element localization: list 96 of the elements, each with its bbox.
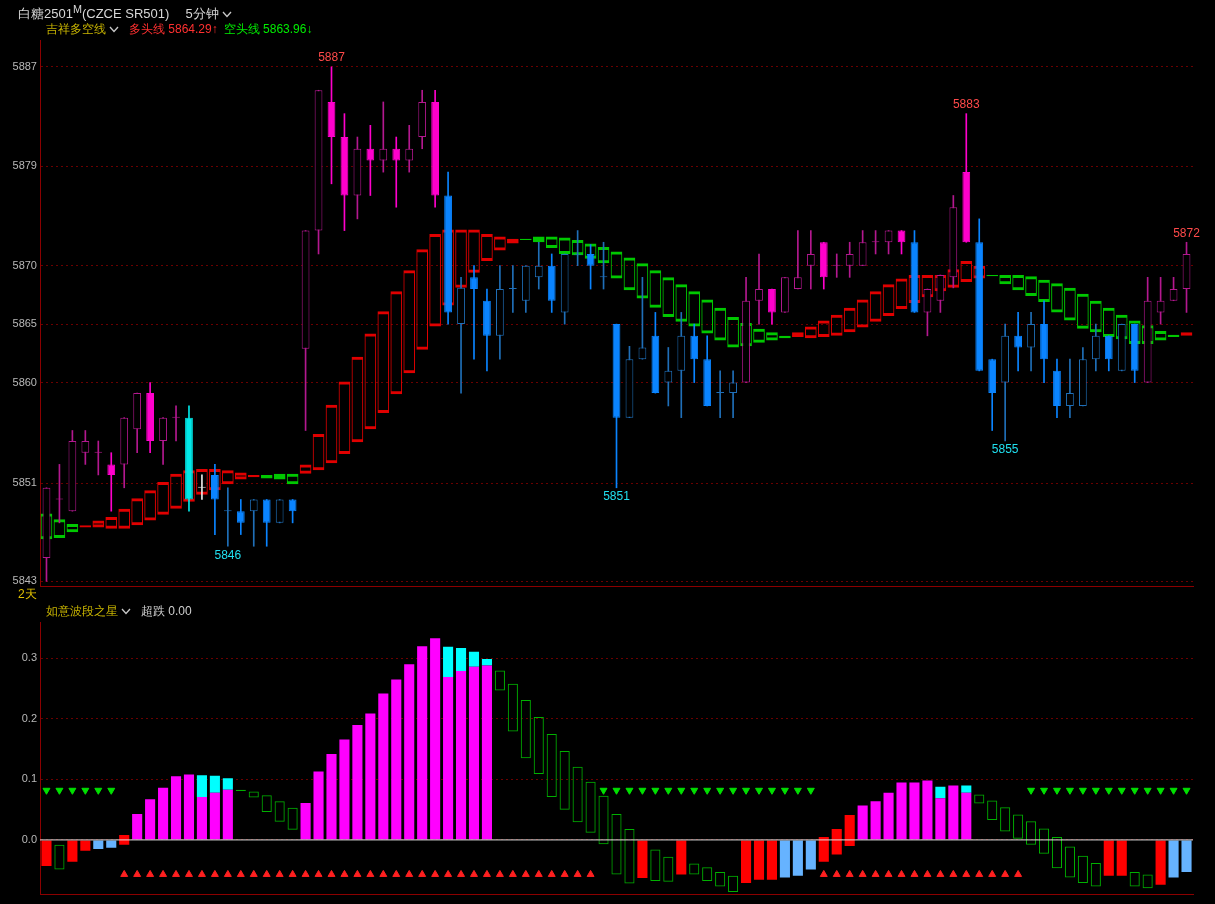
bar: [209, 792, 220, 840]
bar: [391, 679, 402, 840]
candlestick: [379, 101, 388, 173]
bar: [132, 813, 143, 840]
bar: [468, 651, 480, 667]
bar: [870, 801, 881, 840]
bar: [222, 789, 233, 840]
bar: [443, 646, 454, 678]
bar: [417, 646, 428, 840]
bar: [222, 778, 233, 790]
bar: [170, 776, 182, 840]
candlestick: [806, 230, 815, 290]
bar: [339, 739, 350, 840]
y-tick-label: 5865: [12, 317, 37, 330]
bar: [935, 786, 946, 799]
bar: [637, 840, 648, 879]
bar: [326, 753, 337, 840]
candlestick: [1066, 358, 1074, 418]
bar: [365, 713, 376, 840]
bar: [468, 666, 480, 840]
y-tick-label: 0.1: [21, 772, 37, 785]
bar: [1116, 840, 1127, 876]
bar: [300, 803, 311, 840]
text: 2天: [18, 586, 37, 603]
candlestick: [392, 136, 401, 208]
bar: [378, 693, 389, 840]
bar: [352, 724, 363, 840]
y-tick-label: 5860: [12, 375, 37, 388]
text: 5851: [603, 489, 630, 504]
text: 5887: [318, 50, 345, 65]
bar: [909, 782, 920, 840]
candlestick: [1014, 312, 1022, 372]
candlestick: [107, 452, 116, 512]
bar: [196, 775, 207, 797]
candlestick: [664, 347, 673, 407]
text: 超跌 0.00: [141, 604, 192, 618]
bar: [80, 840, 91, 851]
text: 空头线 5863.96↓: [223, 22, 313, 36]
bar: [805, 840, 816, 870]
bar: [961, 785, 972, 793]
bar: [792, 840, 803, 876]
bar: [196, 796, 207, 840]
bar: [766, 840, 778, 880]
bar: [844, 815, 855, 846]
candlestick: [729, 370, 737, 418]
text: 5855: [991, 442, 1019, 457]
bar: [948, 785, 959, 840]
y-tick-label: 5843: [12, 574, 37, 587]
bar: [404, 664, 415, 840]
y-tick-label: 5851: [12, 476, 37, 489]
bar: [935, 798, 946, 840]
bar: [1103, 840, 1114, 876]
bar: [443, 677, 454, 840]
chart-subtitle: 5分钟: [185, 6, 219, 22]
y-tick-label: 5879: [12, 159, 37, 172]
bar: [896, 782, 907, 840]
bar: [779, 840, 790, 878]
text: 5846: [214, 547, 242, 562]
y-tick-label: 0.3: [21, 651, 37, 664]
text: 5872: [1173, 225, 1200, 240]
bar: [145, 799, 156, 840]
bar: [1168, 840, 1179, 878]
text: 5883: [952, 96, 980, 111]
bar: [183, 774, 195, 840]
bar: [455, 671, 467, 840]
bar: [209, 775, 220, 793]
bar: [741, 840, 752, 883]
bar: [481, 658, 492, 666]
candlestick: [405, 125, 414, 173]
bar: [481, 665, 492, 840]
bar: [676, 840, 687, 875]
y-tick-label: 5870: [12, 258, 37, 271]
bar: [41, 840, 52, 866]
bar: [455, 648, 467, 672]
bar: [1155, 840, 1166, 885]
bar: [158, 787, 169, 840]
candlestick: [793, 230, 802, 290]
bar: [818, 836, 829, 862]
text: 吉祥多空线: [46, 22, 107, 36]
bar: [753, 840, 765, 880]
y-tick-label: 0.0: [21, 832, 37, 845]
bar: [313, 771, 324, 840]
y-tick-label: 0.2: [21, 711, 37, 724]
chart-title: 白糖2501$^{M}$(CZCE SR501): [18, 3, 170, 22]
candlestick: [249, 499, 258, 547]
bar: [922, 780, 933, 840]
text: 多头线 5864.29↑: [129, 22, 218, 36]
bar: [857, 805, 868, 840]
bar: [1181, 840, 1192, 872]
candlestick: [755, 253, 763, 325]
chart-title: 如意波段之星: [46, 604, 119, 618]
bar: [430, 638, 441, 840]
y-tick-label: 5887: [12, 59, 37, 72]
bar: [883, 792, 894, 840]
bar: [67, 840, 78, 862]
bar: [961, 792, 972, 840]
